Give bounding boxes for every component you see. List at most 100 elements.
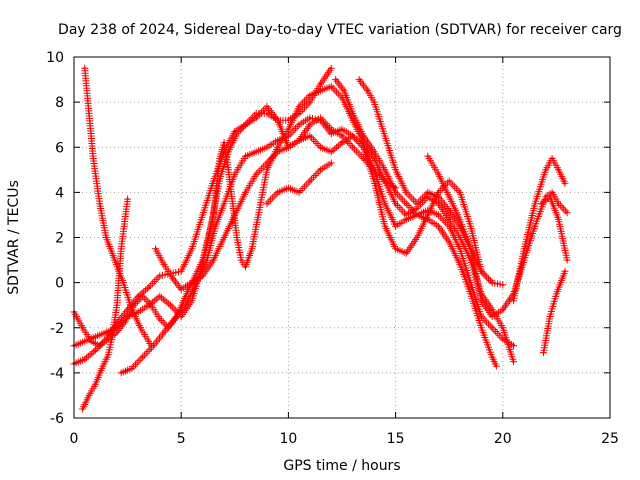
y-tick-label: 10 [46, 50, 64, 66]
data-point [222, 202, 226, 205]
data-point [557, 202, 560, 205]
data-point [94, 335, 97, 338]
data-marker-path [117, 114, 507, 377]
data-point [469, 292, 472, 296]
data-point [158, 317, 161, 320]
data-point [308, 116, 312, 120]
data-point [383, 179, 387, 183]
data-point [113, 258, 116, 262]
data-point [83, 358, 86, 361]
data-point [244, 155, 247, 158]
y-tick-label: 4 [55, 185, 64, 201]
chart-title: Day 238 of 2024, Sidereal Day-to-day VTE… [58, 22, 622, 38]
data-point [139, 326, 142, 329]
data-point [557, 218, 560, 221]
data-point [330, 85, 333, 88]
data-point [351, 112, 354, 115]
data-point [222, 236, 226, 239]
data-point [83, 340, 86, 343]
data-point [235, 236, 239, 239]
data-point [308, 134, 312, 138]
data-point [405, 252, 408, 255]
series-s5 [70, 82, 517, 366]
data-point [394, 247, 397, 250]
data-point [469, 281, 472, 284]
data-point [437, 195, 440, 199]
data-point [394, 168, 397, 172]
data-point [490, 281, 494, 284]
data-point [458, 191, 462, 194]
data-point [104, 331, 108, 334]
data-point [107, 353, 110, 357]
data-point [265, 105, 269, 108]
x-tick-label: 15 [387, 431, 405, 447]
data-point [276, 118, 279, 122]
data-point [437, 225, 440, 228]
data-point [244, 123, 247, 126]
data-point [458, 218, 462, 221]
data-point [94, 349, 97, 352]
data-point [372, 157, 376, 160]
data-point [231, 202, 234, 205]
data-point [319, 118, 322, 122]
data-point [458, 236, 462, 239]
x-tick-label: 0 [70, 431, 79, 447]
data-point [287, 128, 290, 131]
y-tick-label: -4 [50, 366, 64, 382]
data-point [115, 326, 119, 329]
data-point [119, 371, 123, 375]
data-point [265, 168, 269, 172]
data-point [147, 303, 151, 307]
data-point [490, 315, 494, 318]
data-point [383, 225, 387, 228]
data-point [362, 134, 365, 138]
data-point [297, 105, 301, 108]
data-point [448, 218, 451, 221]
data-point [501, 283, 504, 287]
data-point [104, 337, 108, 341]
data-point [469, 225, 472, 228]
data-point [340, 128, 344, 131]
data-point [137, 294, 140, 298]
data-point [257, 213, 260, 217]
data-point [171, 276, 174, 280]
data-marker-path [263, 159, 335, 208]
series-s7 [152, 132, 517, 350]
data-point [152, 344, 155, 347]
data-point [501, 326, 504, 329]
data-point [233, 130, 236, 133]
data-point [512, 360, 515, 363]
data-point [265, 161, 269, 165]
data-point [297, 191, 301, 194]
data-point [437, 213, 440, 217]
data-point [330, 67, 333, 70]
data-point [308, 94, 312, 97]
data-point [265, 146, 269, 149]
data-point [437, 173, 440, 176]
data-point [448, 209, 451, 212]
data-point [548, 315, 552, 318]
data-point [162, 263, 166, 266]
data-point [362, 146, 365, 149]
y-tick-label: 8 [55, 95, 64, 111]
x-tick-label: 5 [177, 431, 186, 447]
series-s8 [263, 159, 335, 208]
data-point [130, 367, 134, 370]
data-point [137, 310, 140, 314]
data-point [218, 157, 221, 160]
y-tick-label: 2 [55, 231, 64, 247]
data-point [100, 367, 104, 370]
data-point [448, 179, 451, 183]
data-point [557, 168, 560, 172]
data-point [233, 173, 236, 176]
y-tick-label: -2 [50, 321, 64, 337]
series-s13 [537, 193, 571, 264]
data-marker-path [70, 64, 335, 350]
data-point [227, 168, 230, 172]
data-point [276, 150, 279, 153]
data-point [308, 100, 312, 104]
tick-layer: 0 5 10 15 20 25 -6 -4 -2 0 2 4 6 8 10 [46, 50, 619, 447]
data-point [563, 270, 567, 273]
data-point [394, 191, 397, 194]
data-point [319, 89, 322, 93]
